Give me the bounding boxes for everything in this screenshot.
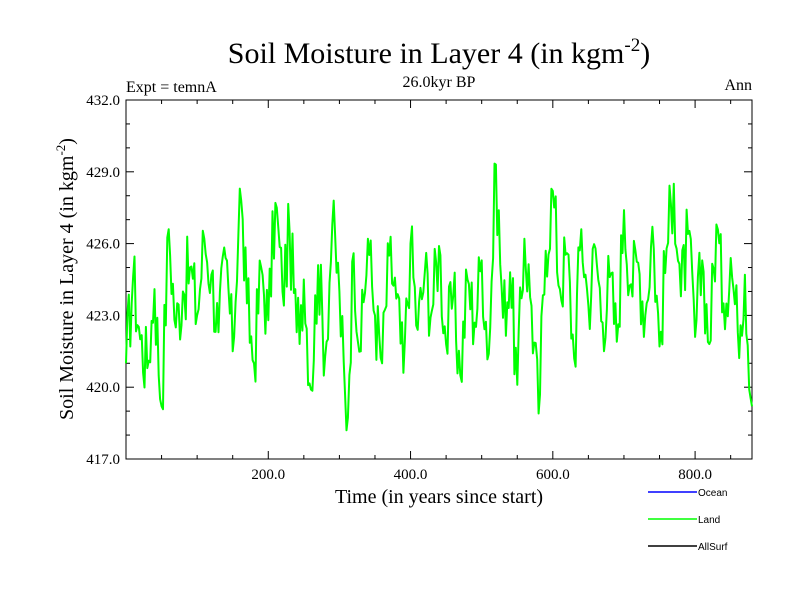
x-axis: 200.0 400.0 600.0 800.0: [161, 100, 732, 483]
legend-label: Land: [698, 515, 720, 526]
legend-label: AllSurf: [698, 542, 728, 553]
y-axis: 417.0 420.0 423.0 426.0 429.0 432.0: [86, 93, 752, 468]
series-line-land: [125, 162, 753, 432]
plot-frame: [125, 99, 753, 460]
legend: Ocean Land AllSurf: [648, 488, 728, 553]
chart-subtitle: 26.0kyr BP: [403, 74, 476, 91]
legend-label: Ocean: [698, 488, 727, 499]
x-tick-label: 800.0: [678, 467, 712, 483]
y-tick-label: 423.0: [86, 308, 120, 324]
y-axis-label: Soil Moisture in Layer 4 (in kgm-2): [53, 138, 78, 420]
chart-title: Soil Moisture in Layer 4 (in kgm-2): [228, 35, 650, 70]
x-axis-label: Time (in years since start): [335, 486, 543, 508]
season-label: Ann: [724, 77, 752, 94]
experiment-label: Expt = temnA: [126, 79, 217, 96]
y-tick-label: 420.0: [86, 380, 120, 396]
y-tick-label: 432.0: [86, 93, 120, 109]
series-layer: [125, 162, 753, 432]
x-tick-label: 200.0: [251, 467, 285, 483]
y-tick-label: 417.0: [86, 452, 120, 468]
plot-area: [125, 99, 753, 460]
y-tick-label: 429.0: [86, 165, 120, 181]
x-tick-label: 400.0: [394, 467, 428, 483]
y-tick-label: 426.0: [86, 237, 120, 253]
x-tick-label: 600.0: [536, 467, 570, 483]
